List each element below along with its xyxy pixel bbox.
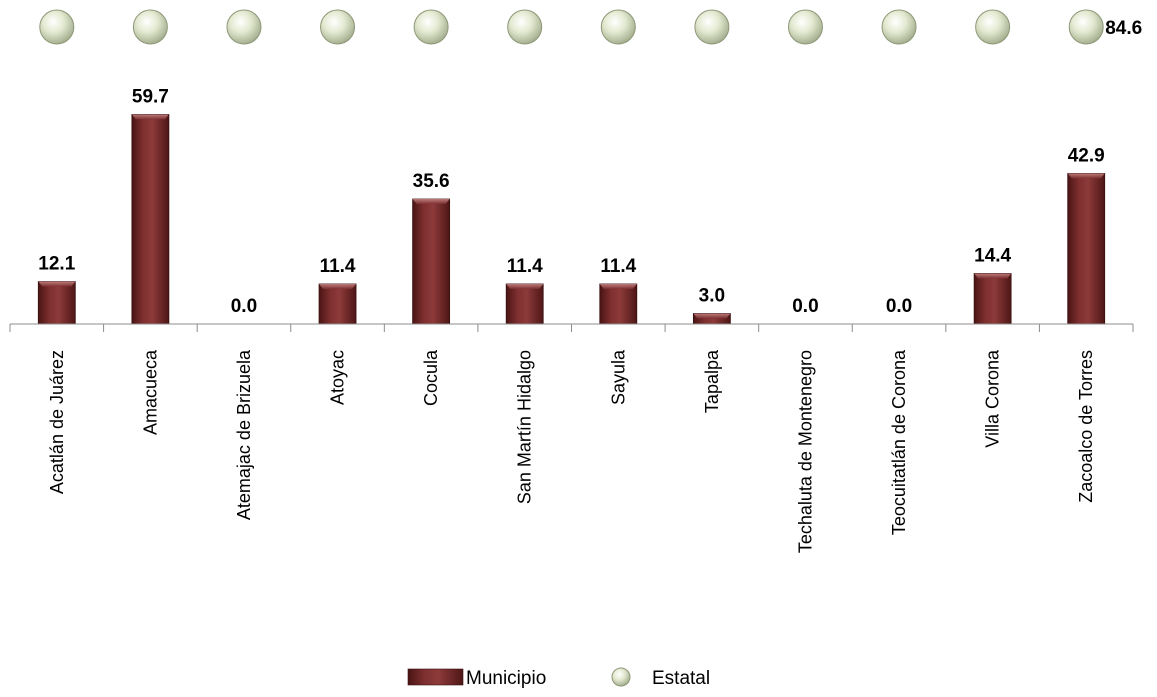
category-label: Acatlán de Juárez — [47, 350, 67, 494]
series-estatal: 84.6 — [39, 9, 1142, 45]
legend: Municipio Estatal — [407, 667, 710, 689]
category-labels: Acatlán de Juárez Amacueca Atemajac de Bri… — [47, 349, 1096, 553]
x-axis — [9, 323, 1134, 332]
bar-bevel — [319, 283, 357, 289]
bar-municipio — [37, 281, 76, 325]
category-label: San Martín Hidalgo — [515, 350, 535, 504]
estatal-marker — [881, 9, 917, 45]
bar-data-label: 11.4 — [507, 256, 543, 277]
legend-swatch-municipio — [407, 668, 464, 686]
bar-municipio — [599, 283, 638, 325]
legend-swatch-estatal-marker — [611, 667, 631, 687]
bar-data-label: 11.4 — [320, 256, 356, 277]
legend-label-municipio: Municipio — [466, 668, 546, 689]
bar-bevel — [412, 199, 450, 205]
bar-municipio — [1067, 172, 1106, 325]
category-label: Zacoalco de Torres — [1076, 350, 1096, 503]
bar-data-label: 14.4 — [974, 245, 1011, 266]
bar-bevel — [506, 283, 544, 289]
category-label: Atoyac — [328, 350, 348, 405]
series-municipio — [37, 114, 1106, 325]
estatal-marker — [226, 9, 262, 45]
category-label: Villa Corona — [983, 349, 1003, 448]
category-label: Atemajac de Brizuela — [234, 349, 254, 520]
bar-municipio — [973, 273, 1012, 325]
bar-bevel — [131, 114, 169, 120]
bar-bevel — [1067, 173, 1105, 179]
bar-bevel — [693, 313, 731, 319]
bar-data-label: 35.6 — [413, 171, 450, 192]
estatal-marker — [507, 9, 543, 45]
estatal-marker — [132, 9, 168, 45]
bar-data-label: 0.0 — [792, 296, 818, 317]
bar-data-label: 3.0 — [699, 285, 725, 306]
bar-bevel — [974, 273, 1012, 279]
estatal-marker — [600, 9, 636, 45]
bar-data-label: 0.0 — [231, 296, 257, 317]
bar-data-label: 11.4 — [600, 256, 636, 277]
bar-data-label: 12.1 — [38, 254, 75, 275]
category-label: Teocuitatlán de Corona — [889, 349, 909, 535]
estatal-marker — [39, 9, 75, 45]
category-label: Amacueca — [140, 349, 160, 435]
bar-bevel — [599, 283, 637, 289]
category-label: Tapalpa — [702, 349, 722, 413]
bar-municipio — [505, 283, 544, 325]
legend-label-estatal: Estatal — [652, 668, 710, 689]
bar-bevel — [38, 281, 76, 287]
category-label: Techaluta de Montenegro — [795, 350, 815, 553]
category-label: Cocula — [421, 349, 441, 406]
estatal-marker — [975, 9, 1011, 45]
bar-data-label: 0.0 — [886, 296, 912, 317]
bar-municipio — [131, 114, 170, 325]
estatal-end-label: 84.6 — [1105, 18, 1142, 39]
bar-data-label: 42.9 — [1068, 145, 1105, 166]
estatal-marker — [320, 9, 356, 45]
estatal-marker — [1068, 9, 1104, 45]
bar-municipio — [318, 283, 357, 325]
bar-municipio — [412, 198, 451, 325]
estatal-marker — [787, 9, 823, 45]
estatal-marker — [694, 9, 730, 45]
bar-data-label: 59.7 — [132, 86, 169, 107]
estatal-marker — [413, 9, 449, 45]
data-labels: 12.1 59.7 0.0 11.4 35.6 11.4 11.4 3.0 0.0 0.0 14.4… — [38, 86, 1104, 317]
category-label: Sayula — [608, 349, 628, 405]
